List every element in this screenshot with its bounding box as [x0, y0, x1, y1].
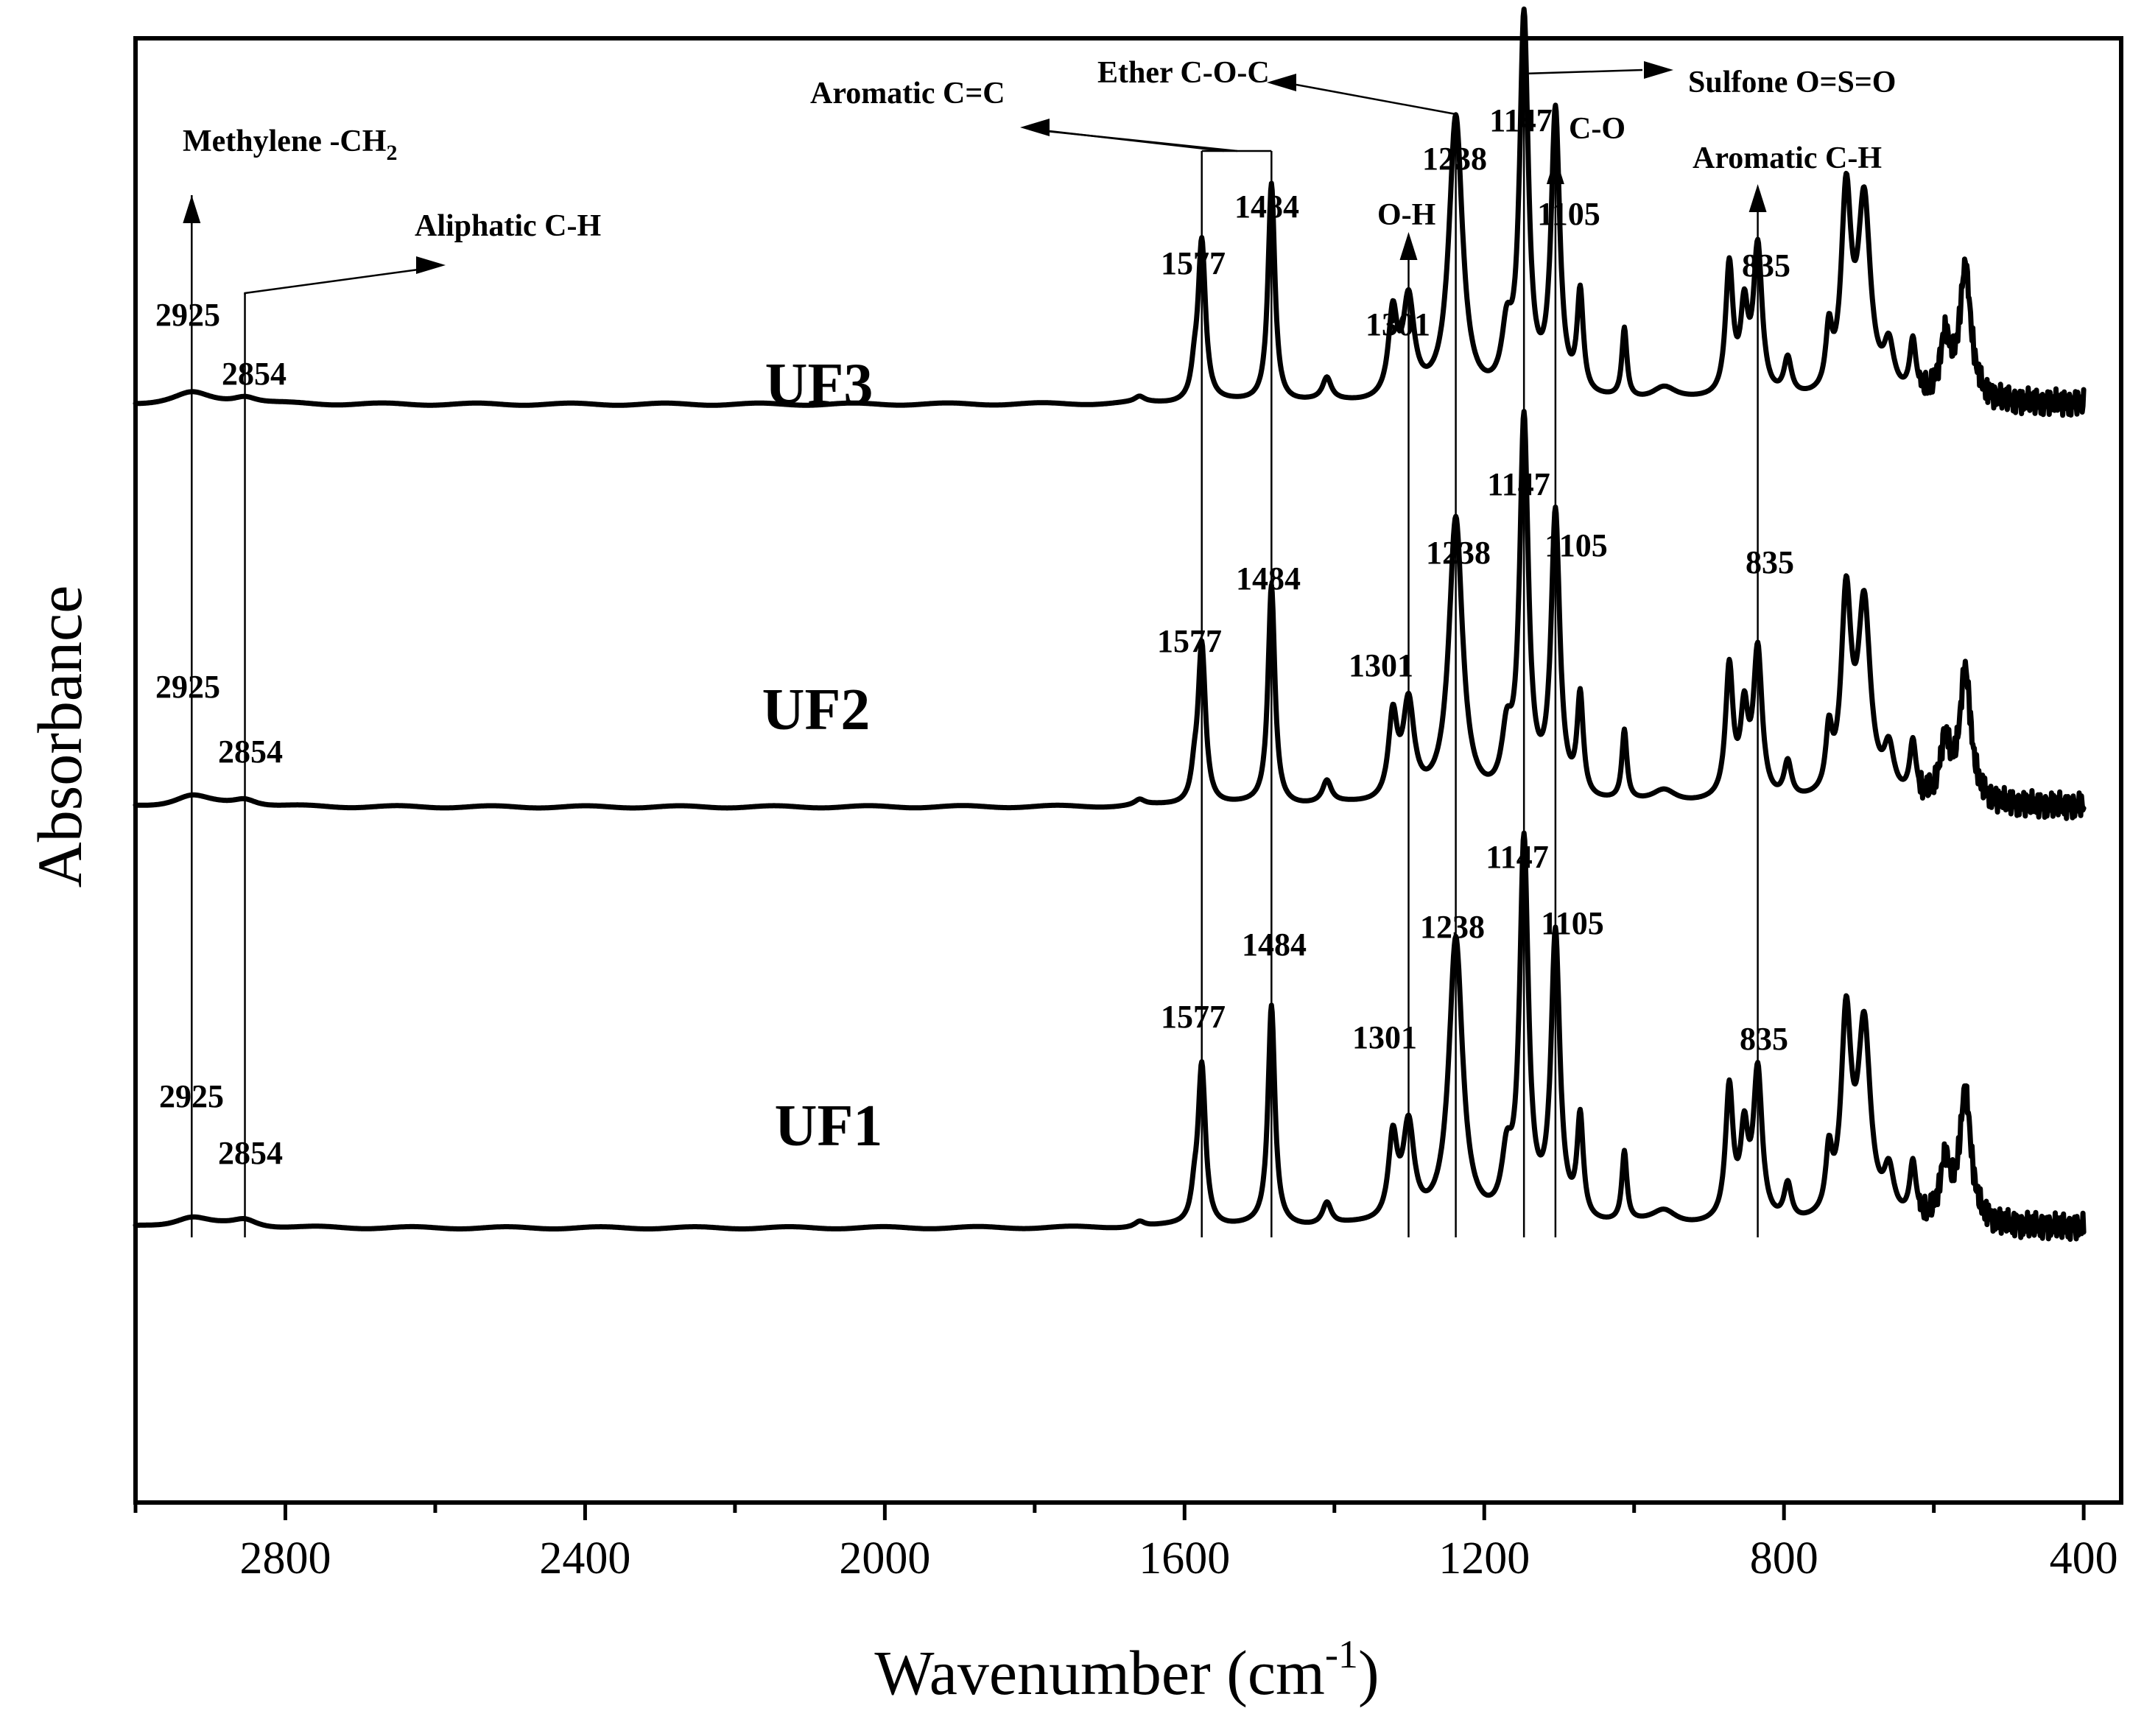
peak-label-uf3-1484: 1484 [1234, 189, 1299, 225]
annotation-methylene-text: Methylene -CH [183, 124, 386, 158]
peak-label-uf3-1147: 1147 [1489, 102, 1553, 138]
x-tick-label-1600: 1600 [1139, 1533, 1230, 1584]
x-tick-label-2400: 2400 [539, 1533, 630, 1584]
oh-arrow-head [1399, 232, 1418, 260]
peak-label-uf1-2925: 2925 [159, 1078, 224, 1114]
x-tick-label-2000: 2000 [839, 1533, 930, 1584]
annotation-sulfone: Sulfone O=S=O [1688, 66, 1896, 99]
series-label-uf3: UF3 [765, 352, 874, 417]
x-axis-title: Wavenumber (cm-1) [874, 1632, 1379, 1708]
functional-group-annotations: Methylene -CH2 Aliphatic C-H Aromatic C=C O… [183, 56, 1896, 295]
peak-label-uf3-2854: 2854 [222, 356, 287, 392]
annotation-ether: Ether C-O-C [1097, 56, 1270, 90]
peak-label-uf1-1105: 1105 [1541, 905, 1604, 941]
spectrum-uf2 [133, 409, 2087, 821]
peak-label-uf2-2854: 2854 [218, 734, 283, 770]
peak-label-uf1-1301: 1301 [1352, 1019, 1417, 1055]
aliphatic-leader [244, 266, 435, 295]
peak-label-uf2-835: 835 [1746, 544, 1794, 580]
peak-label-uf1-1484: 1484 [1242, 927, 1307, 963]
peak-label-uf3-2925: 2925 [155, 297, 220, 333]
aliphatic-arrow-head [416, 256, 446, 274]
x-tick-label-400: 400 [2050, 1533, 2118, 1584]
annotation-methylene-sub: 2 [386, 141, 397, 165]
annotation-aliphatic: Aliphatic C-H [415, 209, 601, 243]
spectrum-uf3 [133, 6, 2087, 418]
peak-label-uf2-1484: 1484 [1236, 560, 1301, 597]
plot-frame [133, 36, 2123, 1505]
peak-label-uf1-1147: 1147 [1486, 839, 1549, 875]
x-axis: 2800 2400 2000 1600 1200 800 400 [133, 1503, 2118, 1584]
aromatic-cc-arrow-head [1020, 119, 1050, 136]
aromatic-ch-arrow-head [1748, 184, 1767, 212]
aromatic-cc-leader-2 [1045, 130, 1238, 152]
series-labels: UF3 UF2 UF1 [762, 352, 883, 1159]
ether-arrow-head [1267, 74, 1296, 91]
annotation-co: C-O [1569, 112, 1625, 146]
series-label-uf1: UF1 [775, 1094, 883, 1159]
peak-label-uf3-1238: 1238 [1422, 141, 1487, 177]
sulfone-leader [1522, 68, 1643, 85]
series-label-uf2: UF2 [762, 678, 871, 742]
peak-label-uf1-2854: 2854 [218, 1135, 283, 1171]
spectrum-uf1 [133, 830, 2087, 1243]
peak-label-uf1-1577: 1577 [1161, 999, 1226, 1035]
annotation-aromatic-cc: Aromatic C=C [810, 77, 1005, 110]
x-tick-label-1200: 1200 [1438, 1533, 1530, 1584]
spectrum-traces [133, 6, 2087, 1243]
peak-label-uf3-835: 835 [1742, 247, 1790, 284]
peak-label-uf1-1238: 1238 [1420, 909, 1485, 945]
peak-label-uf3-1301: 1301 [1366, 306, 1430, 342]
annotation-aromatic-ch: Aromatic C-H [1693, 141, 1882, 175]
peak-guide-lines [191, 81, 1759, 1237]
annotation-methylene: Methylene -CH2 [183, 124, 397, 165]
x-tick-label-800: 800 [1750, 1533, 1818, 1584]
peak-label-uf2-1105: 1105 [1544, 527, 1608, 563]
co-arrow-head [1546, 156, 1564, 184]
peak-label-uf1-835: 835 [1740, 1021, 1788, 1057]
x-tick-label-2800: 2800 [239, 1533, 331, 1584]
peak-label-uf2-1301: 1301 [1349, 647, 1413, 683]
y-axis-title: Absorbance [24, 586, 95, 888]
annotation-oh: O-H [1377, 198, 1435, 232]
ether-leader [1296, 83, 1456, 116]
peak-label-uf2-1238: 1238 [1426, 535, 1491, 571]
peak-labels: 2925285415771484130112381147110583529252… [155, 102, 1794, 1171]
peak-label-uf2-1147: 1147 [1487, 466, 1550, 502]
methylene-arrow-head [183, 195, 201, 223]
peak-label-uf3-1105: 1105 [1537, 196, 1600, 232]
sulfone-arrow-head [1644, 61, 1673, 79]
peak-label-uf3-1577: 1577 [1161, 245, 1226, 281]
peak-label-uf2-2925: 2925 [155, 669, 220, 705]
peak-label-uf2-1577: 1577 [1157, 623, 1222, 659]
